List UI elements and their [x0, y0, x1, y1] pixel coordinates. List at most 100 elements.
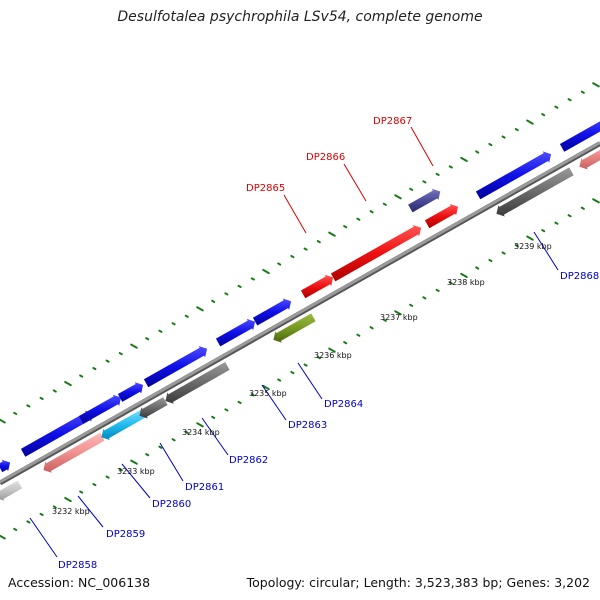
outer-tick-mark — [422, 180, 427, 184]
gene-arrow-gray-end — [496, 167, 574, 217]
gene-arrow-dp2859 — [43, 432, 105, 473]
outer-tick-mark — [92, 366, 97, 371]
gene-arrow-dp2861 — [139, 397, 168, 419]
inner-tick-mark — [118, 468, 123, 472]
kbp-label-3237: 3237 kbp — [380, 313, 418, 322]
kbp-label-3238: 3238 kbp — [447, 278, 485, 287]
inner-tick-mark — [488, 258, 493, 263]
outer-tick-dots — [0, 82, 600, 424]
gene-arrow-blue-2 — [78, 394, 122, 424]
inner-tick-mark — [237, 400, 242, 405]
outer-tick-mark — [277, 262, 282, 266]
gene-arrow-dp2868 — [475, 151, 552, 200]
gene-label-dp2862: DP2862 — [229, 455, 268, 466]
gene-arrow-blue-5 — [252, 298, 292, 326]
inner-tick-mark — [580, 206, 585, 210]
inner-tick-mark — [394, 310, 402, 316]
outer-tick-mark — [79, 374, 84, 378]
gene-label-dp2866: DP2866 — [306, 152, 345, 163]
inner-tick-mark — [369, 326, 374, 330]
inner-tick-mark — [145, 453, 150, 457]
genome-backbone — [0, 141, 600, 484]
inner-tick-mark — [328, 347, 336, 353]
outer-tick-mark — [196, 306, 204, 312]
leader-dp2867 — [410, 126, 434, 167]
outer-tick-mark — [435, 172, 440, 176]
gene-arrow-dp2865 — [300, 274, 334, 299]
gene-arrow-red-small — [424, 204, 459, 229]
gene-arrow-small-1 — [0, 459, 11, 473]
outer-tick-mark — [448, 165, 453, 169]
outer-tick-mark — [158, 329, 163, 333]
inner-tick-mark — [316, 356, 321, 360]
kbp-label-3232: 3232 kbp — [52, 507, 90, 516]
leader-dp2859 — [77, 495, 104, 528]
inner-tick-mark — [592, 198, 600, 204]
gene-label-dp2859: DP2859 — [106, 529, 145, 540]
outer-tick-mark — [105, 359, 110, 363]
outer-tick-mark — [118, 352, 123, 356]
leader-dp2866 — [343, 163, 367, 202]
inner-tick-mark — [52, 505, 57, 509]
inner-tick-mark — [554, 221, 559, 225]
outer-tick-mark — [514, 128, 519, 132]
leader-dp2868 — [533, 231, 559, 271]
outer-tick-mark — [541, 113, 546, 117]
leader-dp2863 — [261, 384, 287, 421]
gene-arrow-blue-4 — [143, 346, 208, 388]
outer-tick-mark — [303, 247, 308, 251]
gene-label-dp2865: DP2865 — [246, 183, 285, 194]
inner-tick-mark — [224, 408, 229, 412]
kbp-label-3236: 3236 kbp — [314, 351, 352, 360]
inner-tick-mark — [514, 244, 519, 248]
outer-tick-mark — [224, 292, 229, 296]
inner-tick-mark — [290, 370, 295, 375]
outer-tick-mark — [145, 337, 150, 341]
inner-tick-mark — [448, 281, 453, 285]
leader-dp2861 — [159, 442, 184, 482]
gene-label-dp2858: DP2858 — [58, 560, 97, 571]
kbp-label-3235: 3235 kbp — [249, 389, 287, 398]
inner-tick-mark — [250, 393, 255, 397]
outer-tick-mark — [0, 418, 6, 424]
inner-tick-mark — [382, 318, 387, 322]
outer-tick-mark — [328, 231, 336, 237]
outer-tick-mark — [211, 299, 216, 303]
gene-label-dp2864: DP2864 — [324, 399, 363, 410]
inner-tick-mark — [92, 482, 97, 487]
outer-tick-mark — [409, 187, 414, 191]
gene-arrow-dp2866 — [330, 225, 422, 282]
gene-arrow-dp2860 — [101, 409, 146, 440]
inner-tick-mark — [0, 534, 6, 540]
outer-tick-mark — [567, 98, 572, 102]
gene-arrow-dp2863 — [215, 318, 256, 347]
gene-arrow-dp2858 — [0, 480, 23, 501]
inner-tick-mark — [13, 527, 18, 531]
outer-tick-mark — [356, 217, 361, 221]
outer-tick-mark — [475, 150, 480, 154]
kbp-label-3233: 3233 kbp — [117, 467, 155, 476]
outer-tick-mark — [316, 240, 321, 244]
inner-tick-mark — [105, 475, 110, 479]
inner-tick-mark — [26, 520, 31, 524]
inner-tick-mark — [303, 363, 308, 367]
outer-tick-mark — [290, 254, 295, 259]
accession-text: Accession: NC_006138 — [8, 575, 151, 590]
genome-summary-text: Topology: circular; Length: 3,523,383 bp… — [246, 575, 590, 590]
outer-tick-mark — [554, 105, 559, 109]
leader-dp2858 — [29, 517, 58, 558]
kbp-label-3234: 3234 kbp — [182, 428, 220, 437]
inner-tick-mark — [196, 422, 204, 428]
label-leader-lines — [29, 126, 559, 558]
gene-arrow-dp2867 — [408, 188, 441, 213]
outer-tick-mark — [382, 202, 387, 206]
outer-tick-mark — [39, 396, 44, 401]
gene-label-dp2861: DP2861 — [185, 482, 224, 493]
gene-arrow-dp2864 — [273, 313, 316, 343]
outer-tick-mark — [52, 389, 57, 393]
outer-tick-mark — [488, 142, 493, 147]
inner-tick-mark — [79, 490, 84, 494]
leader-dp2860 — [121, 463, 151, 499]
outer-tick-mark — [592, 82, 600, 88]
inner-tick-mark — [475, 266, 480, 270]
